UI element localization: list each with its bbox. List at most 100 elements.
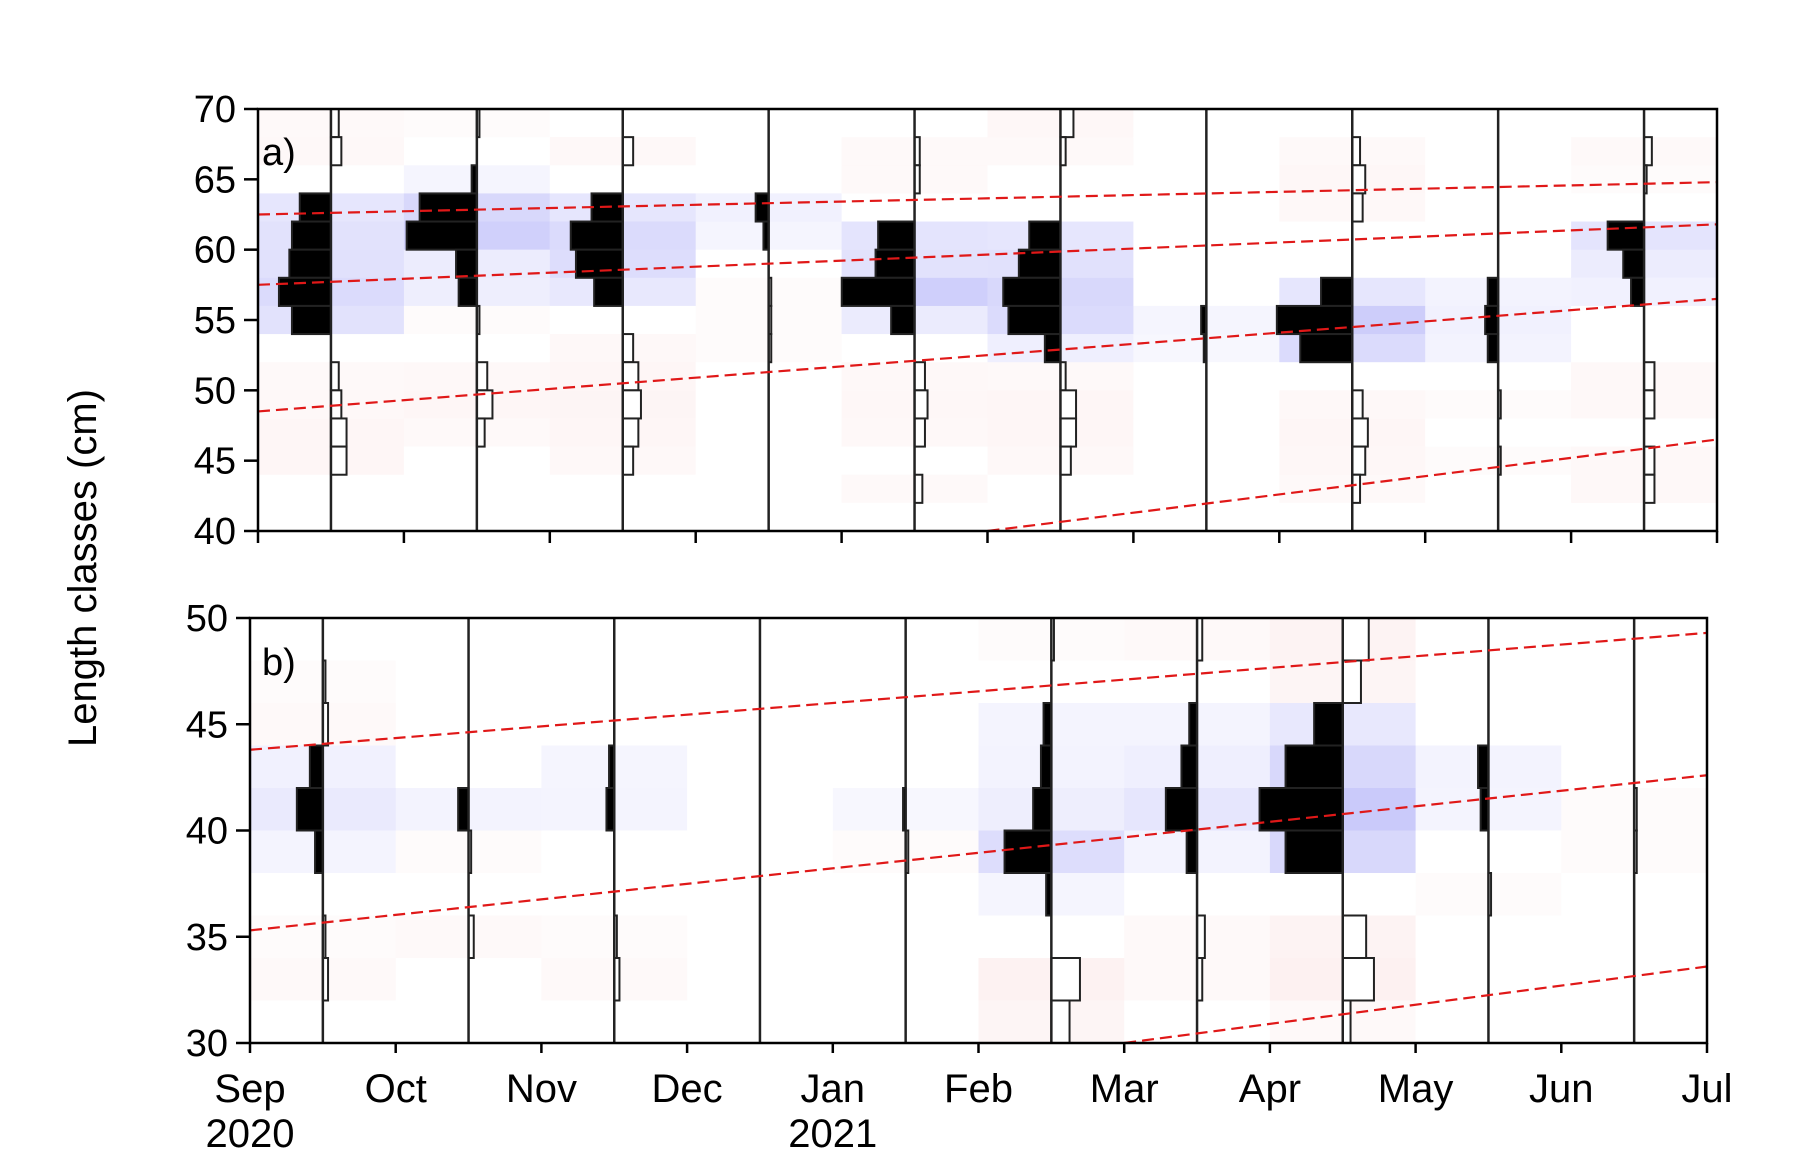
x-tick-label: Nov xyxy=(506,1067,577,1111)
x-year-label: 2020 xyxy=(206,1112,295,1156)
histogram-bar-positive xyxy=(308,744,324,789)
histogram-bar-negative xyxy=(621,361,640,392)
histogram-bar-positive xyxy=(1258,787,1344,832)
histogram-bar-positive xyxy=(298,192,332,223)
x-tick-label: Feb xyxy=(944,1067,1013,1111)
growth-curve-layer xyxy=(257,181,1718,533)
growth-curve xyxy=(257,297,1718,413)
panel-label: b) xyxy=(262,642,296,684)
histogram-bar-positive xyxy=(1002,276,1062,307)
y-tick-label: 35 xyxy=(186,917,228,959)
histogram-bar-negative xyxy=(1643,389,1656,420)
x-tick-label: Apr xyxy=(1239,1067,1301,1111)
histogram-bar-negative xyxy=(1351,445,1367,476)
panel-label: a) xyxy=(262,132,296,174)
x-tick-label: Sep xyxy=(214,1067,285,1111)
histogram-bar-positive xyxy=(290,304,332,336)
histogram-bar-negative xyxy=(1341,957,1375,1002)
histogram-bar-positive xyxy=(569,220,624,251)
histogram-bar-positive xyxy=(1028,220,1062,251)
growth-curve xyxy=(1124,965,1708,1045)
histogram-bar-positive xyxy=(405,220,478,251)
histogram-bar-negative xyxy=(913,417,926,448)
histogram-bar-positive xyxy=(1032,787,1053,832)
histogram-bar-positive xyxy=(295,787,324,832)
histogram-bar-positive xyxy=(754,192,770,223)
histogram-bar-positive xyxy=(418,192,478,223)
histogram-bar-negative xyxy=(621,445,635,476)
x-tick-label: Jan xyxy=(801,1067,866,1111)
y-tick-label: 50 xyxy=(194,370,236,412)
panel-b: 30 35 40 45 50 b) xyxy=(186,598,1709,1065)
histogram-bar-negative xyxy=(1351,192,1364,223)
histogram-bar-positive xyxy=(1477,744,1490,789)
growth-curve xyxy=(257,223,1718,286)
histogram-bar-positive xyxy=(1622,248,1646,279)
x-tick-label: May xyxy=(1378,1067,1454,1111)
histogram-bar-positive xyxy=(890,304,916,336)
histogram-bar-positive xyxy=(874,248,916,279)
histogram-layer xyxy=(295,617,1638,1044)
histogram-bar-negative xyxy=(1341,617,1370,662)
panel-a: 40 45 50 55 60 65 70 a) xyxy=(194,89,1719,553)
histogram-bar-positive xyxy=(574,248,624,279)
y-tick-label: 40 xyxy=(194,511,236,553)
histogram-bar-positive xyxy=(840,276,916,307)
y-tick-label: 50 xyxy=(186,598,228,640)
histogram-bar-positive xyxy=(1486,333,1500,364)
histogram-bar-negative xyxy=(1341,914,1368,959)
histogram-bar-negative xyxy=(329,136,343,167)
histogram-bar-negative xyxy=(621,417,640,448)
histogram-bar-positive xyxy=(1275,304,1354,336)
histogram-bar-negative xyxy=(621,389,642,420)
histogram-bar-positive xyxy=(877,220,916,251)
histogram-bar-negative xyxy=(1059,445,1072,476)
histogram-bar-negative xyxy=(1050,957,1081,1002)
growth-curve xyxy=(249,631,1708,751)
histogram-bar-positive xyxy=(457,787,470,832)
histogram-bar-negative xyxy=(329,445,348,476)
histogram-bar-positive xyxy=(288,248,332,279)
x-tick-label: Mar xyxy=(1090,1067,1159,1111)
x-tick-marks xyxy=(248,1043,1709,1053)
y-ticks: 30 35 40 45 50 xyxy=(186,598,250,1065)
y-ticks: 40 45 50 55 60 65 70 xyxy=(194,89,258,553)
histogram-bar-negative xyxy=(1050,999,1071,1044)
y-tick-label: 60 xyxy=(194,230,236,272)
histogram-bar-negative xyxy=(1351,417,1369,448)
histogram-bar-positive xyxy=(1284,829,1344,874)
y-tick-label: 30 xyxy=(186,1023,228,1065)
histogram-bar-positive xyxy=(593,276,624,307)
histogram-bar-positive xyxy=(290,220,332,251)
y-tick-label: 70 xyxy=(194,89,236,131)
histogram-bar-positive xyxy=(1606,220,1646,251)
histogram-bar-positive xyxy=(1007,304,1062,336)
x-tick-label: Jul xyxy=(1681,1067,1732,1111)
histogram-bar-negative xyxy=(1643,361,1656,392)
histogram-bar-positive xyxy=(1313,702,1344,747)
y-tick-label: 65 xyxy=(194,159,236,201)
histogram-bar-positive xyxy=(1003,829,1053,874)
growth-curve-layer xyxy=(249,631,1708,1045)
histogram-bar-negative xyxy=(913,389,929,420)
histogram-bar-positive xyxy=(1039,744,1053,789)
histogram-bar-negative xyxy=(621,136,635,167)
histogram-bar-negative xyxy=(621,333,635,364)
histogram-bar-negative xyxy=(1059,389,1078,420)
histogram-bar-positive xyxy=(455,248,478,279)
histogram-bar-negative xyxy=(1341,659,1362,704)
histogram-bar-positive xyxy=(1043,333,1062,364)
x-axis: Sep Oct Nov Dec Jan Feb Mar Apr May Jun Jul 2020 202… xyxy=(206,1067,1733,1156)
histogram-bar-negative xyxy=(1643,445,1656,476)
histogram-bar-positive xyxy=(1484,304,1500,336)
histogram-bar-positive xyxy=(1299,333,1354,364)
x-tick-label: Oct xyxy=(365,1067,427,1111)
y-tick-label: 45 xyxy=(186,704,228,746)
growth-curve xyxy=(987,438,1718,533)
histogram-bar-negative xyxy=(1059,417,1078,448)
histogram-bar-negative xyxy=(1643,473,1656,504)
histogram-bar-negative xyxy=(1059,108,1075,139)
growth-curve xyxy=(257,181,1718,216)
histogram-bar-positive xyxy=(1284,744,1344,789)
x-year-label: 2021 xyxy=(788,1112,877,1156)
